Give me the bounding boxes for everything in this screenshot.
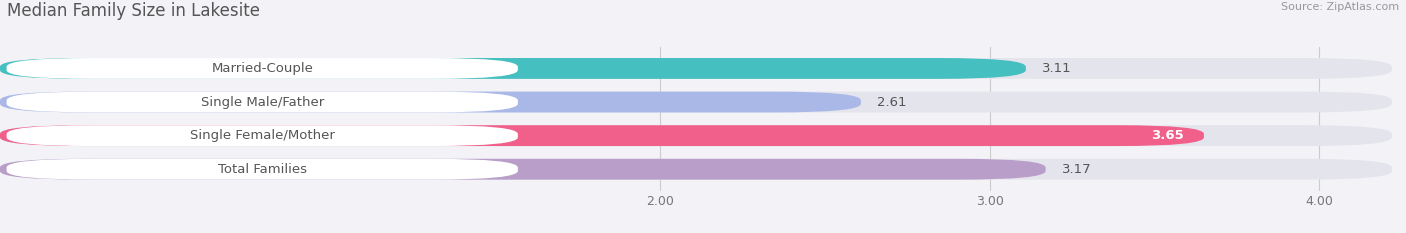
FancyBboxPatch shape	[0, 159, 1046, 180]
Text: 2.61: 2.61	[877, 96, 907, 109]
FancyBboxPatch shape	[7, 92, 517, 113]
Text: Single Male/Father: Single Male/Father	[201, 96, 323, 109]
FancyBboxPatch shape	[0, 125, 1392, 146]
FancyBboxPatch shape	[7, 125, 517, 146]
FancyBboxPatch shape	[7, 58, 517, 79]
FancyBboxPatch shape	[0, 58, 1026, 79]
FancyBboxPatch shape	[0, 58, 1392, 79]
Text: Source: ZipAtlas.com: Source: ZipAtlas.com	[1281, 2, 1399, 12]
Text: Total Families: Total Families	[218, 163, 307, 176]
Text: 3.11: 3.11	[1042, 62, 1071, 75]
Text: Median Family Size in Lakesite: Median Family Size in Lakesite	[7, 2, 260, 20]
FancyBboxPatch shape	[0, 125, 1204, 146]
Text: Single Female/Mother: Single Female/Mother	[190, 129, 335, 142]
FancyBboxPatch shape	[0, 92, 1392, 113]
Text: 3.65: 3.65	[1152, 129, 1184, 142]
Text: Married-Couple: Married-Couple	[211, 62, 314, 75]
FancyBboxPatch shape	[0, 159, 1392, 180]
Text: 3.17: 3.17	[1062, 163, 1091, 176]
FancyBboxPatch shape	[0, 92, 860, 113]
FancyBboxPatch shape	[7, 159, 517, 180]
